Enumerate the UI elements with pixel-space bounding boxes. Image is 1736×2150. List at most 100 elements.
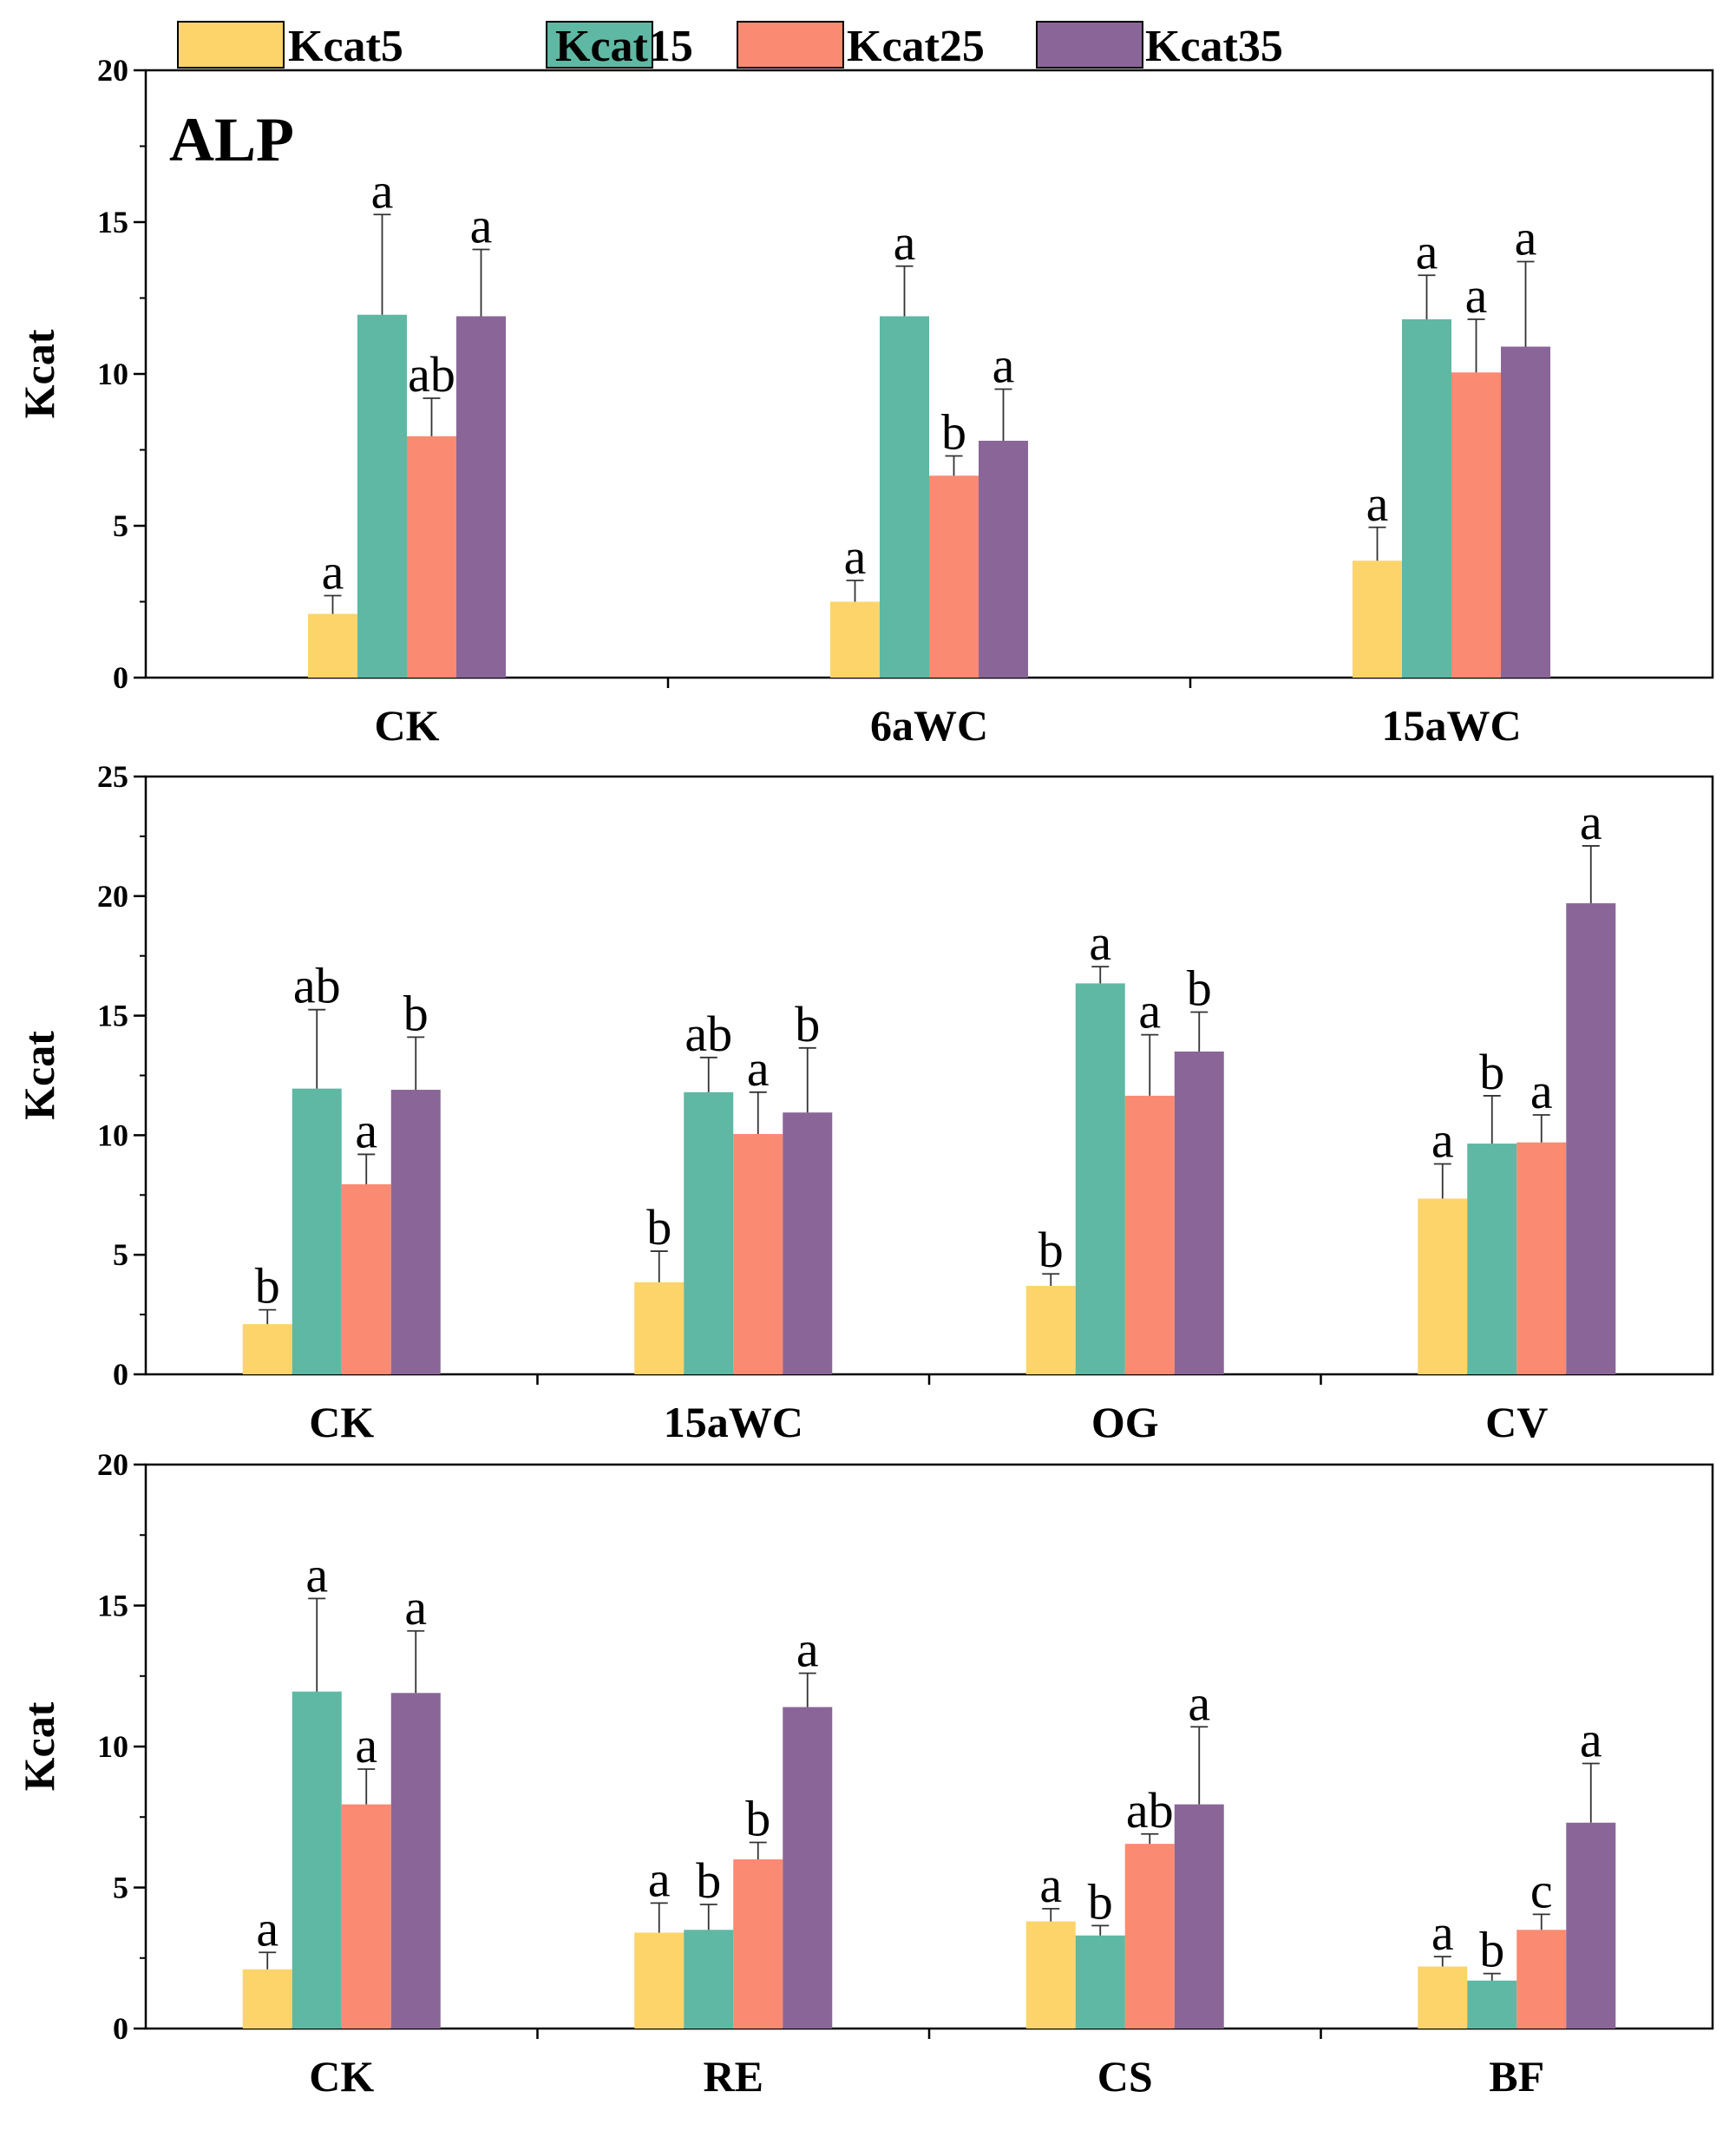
bar-kcat25	[1517, 1142, 1567, 1374]
significance-letter: a	[1039, 1857, 1062, 1913]
bar-kcat25	[1451, 372, 1501, 678]
x-category-label: CK	[309, 2052, 374, 2101]
y-axis-title: Kcat	[15, 1031, 63, 1120]
significance-letter: a	[1366, 475, 1389, 532]
significance-letter: b	[646, 1199, 671, 1255]
bar-kcat15	[1075, 983, 1125, 1374]
x-category-label: CV	[1485, 1398, 1548, 1446]
bar-kcat35	[1566, 903, 1616, 1374]
x-category-label: 15aWC	[664, 1398, 803, 1446]
x-category-label: RE	[704, 2052, 763, 2101]
bar-kcat5	[1025, 1286, 1076, 1374]
significance-letter: ab	[293, 958, 341, 1014]
y-axis-title: Kcat	[15, 1701, 63, 1791]
bar-kcat5	[634, 1932, 685, 2029]
significance-letter: b	[1479, 1044, 1504, 1100]
significance-letter: a	[355, 1102, 377, 1158]
y-axis-title: Kcat	[15, 329, 63, 418]
bar-kcat25	[1517, 1930, 1567, 2029]
legend-label-kcat5: Kcat5	[288, 22, 403, 71]
significance-letter: b	[1479, 1922, 1504, 1978]
significance-letter: b	[696, 1852, 721, 1909]
y-tick-label: 20	[97, 879, 128, 914]
bar-kcat5	[634, 1281, 685, 1374]
x-category-label: CK	[309, 1398, 374, 1446]
significance-letter: a	[470, 198, 493, 254]
significance-letter: a	[894, 214, 916, 271]
bar-kcat15	[292, 1088, 342, 1374]
x-category-label: CS	[1097, 2052, 1153, 2101]
y-tick-label: 0	[113, 2011, 128, 2046]
significance-letter: a	[1530, 1063, 1553, 1119]
x-category-label: OG	[1091, 1398, 1159, 1446]
bar-kcat15	[1402, 319, 1451, 678]
bar-kcat35	[783, 1112, 833, 1374]
significance-letter: a	[404, 1579, 427, 1635]
bar-kcat15	[684, 1930, 734, 2029]
significance-letter: a	[1431, 1111, 1454, 1168]
legend-label-kcat15: Kcat15	[555, 22, 693, 71]
bar-kcat15	[292, 1691, 342, 2029]
legend-label-kcat25: Kcat25	[847, 22, 985, 71]
bar-kcat35	[1566, 1822, 1616, 2029]
bar-kcat35	[783, 1707, 833, 2029]
y-tick-label: 0	[113, 1357, 128, 1392]
significance-letter: b	[745, 1791, 770, 1847]
significance-letter: a	[747, 1040, 770, 1097]
legend-label-kcat35: Kcat35	[1145, 22, 1283, 71]
y-tick-label: 15	[97, 205, 128, 239]
significance-letter: b	[1038, 1222, 1064, 1278]
bar-kcat15	[684, 1091, 734, 1374]
bar-kcat5	[1418, 1966, 1468, 2029]
x-category-label: 15aWC	[1381, 701, 1521, 750]
bar-kcat25	[1124, 1095, 1175, 1374]
bar-kcat35	[390, 1693, 441, 2029]
significance-letter: ab	[408, 346, 455, 403]
significance-letter: a	[1138, 983, 1161, 1039]
significance-letter: a	[1188, 1675, 1210, 1731]
legend-swatch-kcat5	[177, 21, 285, 69]
significance-letter: a	[305, 1546, 328, 1603]
significance-letter: a	[371, 162, 394, 219]
bar-kcat25	[733, 1134, 783, 1374]
significance-letter: c	[1530, 1862, 1553, 1918]
bar-kcat5	[1353, 560, 1402, 678]
bar-kcat25	[1124, 1844, 1175, 2029]
bar-kcat25	[733, 1859, 783, 2029]
significance-letter: a	[844, 528, 867, 585]
panel-label: ALP	[169, 105, 294, 174]
significance-letter: a	[322, 544, 344, 600]
bar-kcat5	[308, 613, 357, 678]
bar-kcat5	[242, 1969, 292, 2029]
bar-kcat25	[341, 1804, 391, 2029]
bar-kcat15	[880, 316, 929, 678]
bar-kcat15	[357, 314, 407, 678]
legend-swatch-kcat35	[1036, 21, 1143, 69]
significance-letter: ab	[1126, 1782, 1174, 1839]
bar-kcat15	[1467, 1144, 1517, 1374]
bar-kcat35	[1501, 346, 1550, 678]
bar-kcat5	[830, 601, 880, 678]
significance-letter: a	[796, 1622, 819, 1678]
significance-letter: a	[1465, 267, 1488, 324]
bar-kcat25	[929, 475, 979, 678]
bar-kcat35	[456, 316, 506, 678]
significance-letter: a	[1089, 914, 1111, 971]
significance-letter: b	[255, 1258, 280, 1314]
y-tick-label: 5	[113, 508, 128, 543]
significance-letter: a	[648, 1851, 671, 1907]
y-tick-label: 20	[97, 53, 128, 88]
y-tick-label: 10	[97, 357, 128, 391]
bar-kcat35	[979, 441, 1028, 678]
bar-kcat35	[1174, 1804, 1224, 2029]
significance-letter: a	[1431, 1904, 1454, 1961]
significance-letter: b	[941, 404, 966, 461]
bar-kcat25	[407, 436, 456, 678]
y-tick-label: 5	[113, 1237, 128, 1272]
bar-kcat15	[1467, 1980, 1517, 2029]
y-tick-label: 5	[113, 1871, 128, 1905]
x-category-label: BF	[1489, 2052, 1544, 2101]
significance-letter: a	[256, 1900, 278, 1957]
